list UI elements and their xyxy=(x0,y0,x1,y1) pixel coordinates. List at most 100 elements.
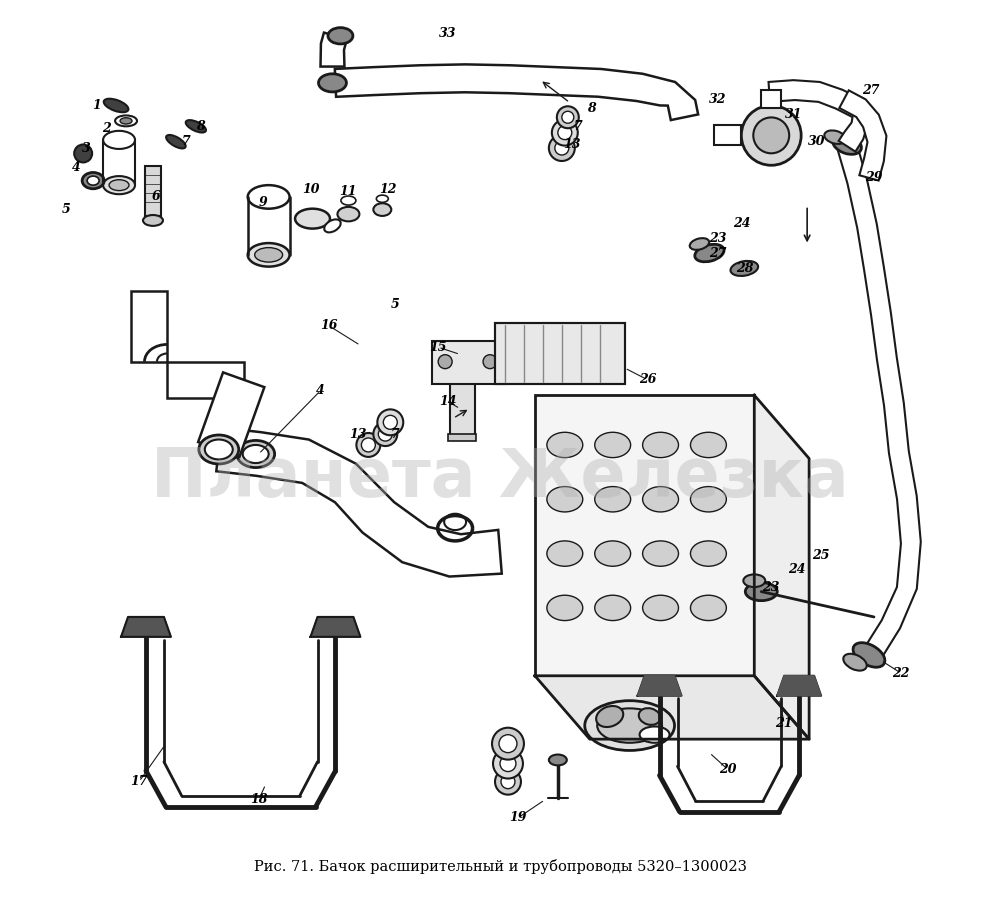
Polygon shape xyxy=(131,291,167,361)
Ellipse shape xyxy=(595,541,631,567)
Ellipse shape xyxy=(324,220,341,232)
Circle shape xyxy=(557,106,579,128)
Polygon shape xyxy=(216,428,502,577)
Text: 25: 25 xyxy=(812,548,830,562)
Ellipse shape xyxy=(547,487,583,512)
Circle shape xyxy=(74,144,92,163)
Ellipse shape xyxy=(243,445,269,463)
Polygon shape xyxy=(839,91,886,181)
Ellipse shape xyxy=(255,248,283,262)
Text: 24: 24 xyxy=(788,563,806,577)
Ellipse shape xyxy=(690,596,726,620)
Text: 7: 7 xyxy=(391,428,400,440)
Circle shape xyxy=(377,410,403,435)
Text: 13: 13 xyxy=(350,428,367,440)
Ellipse shape xyxy=(743,575,765,587)
Ellipse shape xyxy=(237,440,275,468)
Ellipse shape xyxy=(103,131,135,149)
Text: 29: 29 xyxy=(865,172,883,184)
Text: 6: 6 xyxy=(152,190,160,202)
Text: Планета Железка: Планета Железка xyxy=(151,445,849,511)
Circle shape xyxy=(500,755,516,772)
Text: 26: 26 xyxy=(639,373,656,386)
Polygon shape xyxy=(121,617,171,637)
Ellipse shape xyxy=(695,244,724,262)
Polygon shape xyxy=(761,90,781,108)
Bar xyxy=(432,340,507,384)
Circle shape xyxy=(361,438,375,452)
Text: 27: 27 xyxy=(862,84,880,96)
Text: 4: 4 xyxy=(72,161,81,173)
Ellipse shape xyxy=(87,176,99,185)
Circle shape xyxy=(555,141,569,155)
Circle shape xyxy=(793,679,805,691)
Text: 33: 33 xyxy=(439,26,457,40)
Text: 18: 18 xyxy=(250,794,267,806)
Polygon shape xyxy=(714,125,741,145)
Circle shape xyxy=(501,775,515,789)
Polygon shape xyxy=(167,361,244,398)
Circle shape xyxy=(562,112,574,123)
Ellipse shape xyxy=(115,115,137,126)
Text: 23: 23 xyxy=(762,581,780,595)
Text: 1: 1 xyxy=(92,99,100,112)
Circle shape xyxy=(753,117,789,153)
Polygon shape xyxy=(335,64,698,120)
Polygon shape xyxy=(769,80,870,152)
Polygon shape xyxy=(777,676,821,696)
Ellipse shape xyxy=(585,701,675,750)
Text: 22: 22 xyxy=(892,666,910,679)
Ellipse shape xyxy=(341,196,356,205)
Ellipse shape xyxy=(295,209,330,229)
Ellipse shape xyxy=(824,131,846,144)
Text: 3: 3 xyxy=(82,143,91,155)
Text: 20: 20 xyxy=(719,763,736,775)
Text: 7: 7 xyxy=(573,120,582,133)
Text: 21: 21 xyxy=(775,717,793,730)
Ellipse shape xyxy=(205,439,233,459)
Circle shape xyxy=(383,415,397,429)
Text: 11: 11 xyxy=(340,185,357,198)
Ellipse shape xyxy=(248,185,290,209)
Ellipse shape xyxy=(595,487,631,512)
Ellipse shape xyxy=(547,596,583,620)
Ellipse shape xyxy=(643,432,679,458)
Ellipse shape xyxy=(690,432,726,458)
Ellipse shape xyxy=(853,643,885,667)
Text: 7: 7 xyxy=(182,135,190,148)
Text: 13: 13 xyxy=(563,138,581,151)
Ellipse shape xyxy=(547,541,583,567)
Circle shape xyxy=(356,433,380,457)
Ellipse shape xyxy=(328,27,353,44)
Text: 2: 2 xyxy=(102,122,110,134)
Circle shape xyxy=(549,135,575,161)
Text: 30: 30 xyxy=(808,135,826,148)
Text: 32: 32 xyxy=(709,93,726,105)
Ellipse shape xyxy=(319,74,346,92)
Polygon shape xyxy=(320,33,347,66)
Circle shape xyxy=(741,105,801,165)
Ellipse shape xyxy=(595,596,631,620)
Text: 16: 16 xyxy=(320,319,337,332)
Ellipse shape xyxy=(843,654,867,671)
Ellipse shape xyxy=(596,706,623,727)
Ellipse shape xyxy=(640,726,670,743)
Text: 31: 31 xyxy=(785,108,803,121)
Text: 19: 19 xyxy=(509,812,527,824)
Polygon shape xyxy=(535,676,809,739)
Circle shape xyxy=(373,422,397,446)
Ellipse shape xyxy=(639,708,660,725)
Bar xyxy=(495,322,625,384)
Ellipse shape xyxy=(376,195,388,202)
Circle shape xyxy=(483,355,497,369)
Circle shape xyxy=(499,735,517,753)
Polygon shape xyxy=(638,676,681,696)
Ellipse shape xyxy=(373,203,391,216)
Circle shape xyxy=(492,727,524,760)
Ellipse shape xyxy=(82,173,104,189)
Polygon shape xyxy=(754,395,809,739)
Circle shape xyxy=(438,355,452,369)
Text: 27: 27 xyxy=(709,247,726,260)
Ellipse shape xyxy=(199,435,239,464)
Ellipse shape xyxy=(549,755,567,765)
